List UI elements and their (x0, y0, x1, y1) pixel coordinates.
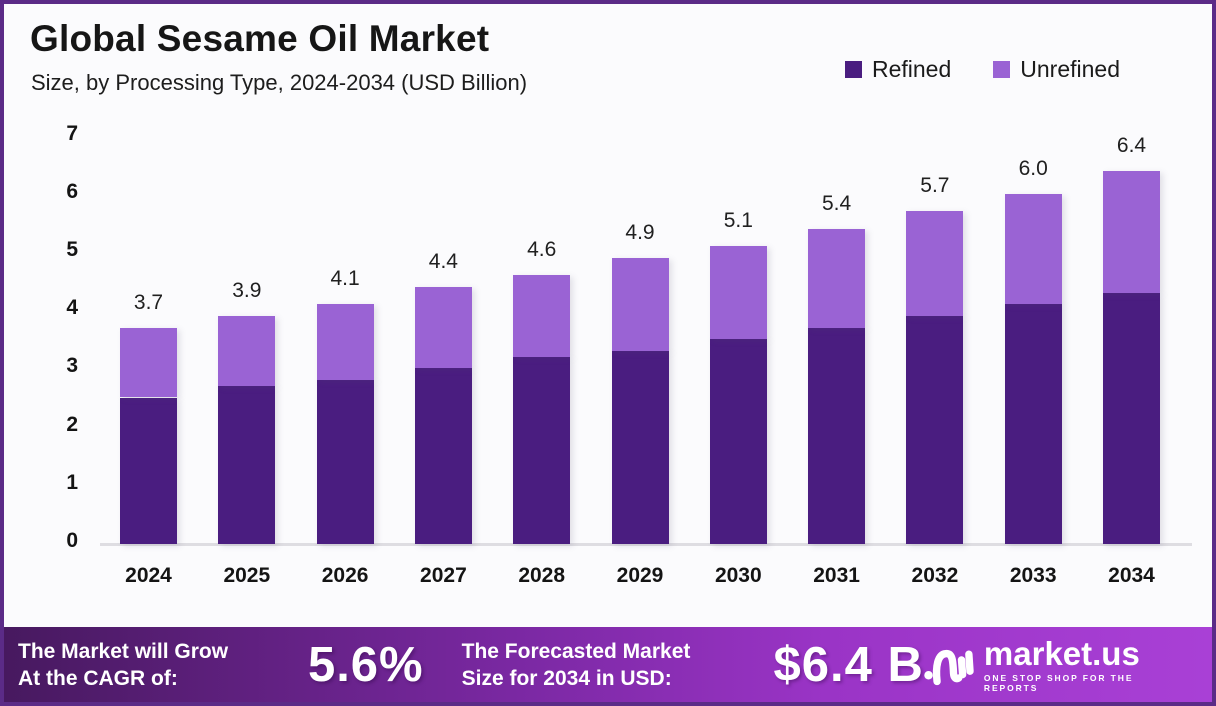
brand-name: market.us (983, 634, 1140, 672)
x-axis-tick-label-2033: 2033 (1009, 564, 1057, 587)
unrefined-swatch-icon (993, 61, 1011, 78)
bar-total-label-2032: 5.7 (920, 174, 950, 198)
bar-segment-unrefined-2033 (1004, 193, 1062, 305)
bar-total-label-2024: 3.7 (133, 290, 164, 314)
bar-segment-refined-2025 (218, 385, 276, 544)
y-axis-tick-label: 7 (66, 121, 78, 145)
bar-total-label-2028: 4.6 (527, 238, 557, 262)
page-title: Global Sesame Oil Market (30, 18, 490, 59)
x-axis-tick-label-2025: 2025 (223, 564, 271, 587)
bar-segment-refined-2029 (611, 350, 669, 544)
y-axis-tick-label: 4 (66, 296, 78, 320)
bar-segment-refined-2028 (513, 356, 571, 544)
bar-segment-unrefined-2025 (218, 316, 276, 386)
bar-segment-unrefined-2031 (808, 228, 866, 328)
x-axis-tick-label-2029: 2029 (616, 564, 664, 587)
bar-segment-refined-2033 (1004, 304, 1062, 544)
forecast-value: $6.4 B (773, 637, 924, 692)
refined-swatch-icon (844, 61, 862, 78)
legend-label-refined: Refined (871, 56, 952, 82)
bar-total-label-2026: 4.1 (330, 267, 360, 291)
bar-segment-refined-2027 (414, 368, 472, 544)
x-axis-tick-label-2030: 2030 (714, 564, 762, 587)
marketus-logo-icon (924, 649, 974, 685)
forecast-caption: The Forecasted Market Size for 2034 in U… (462, 638, 752, 692)
legend-item-unrefined: Unrefined (993, 56, 1120, 83)
bar-total-label-2034: 6.4 (1116, 133, 1147, 157)
legend-label-unrefined: Unrefined (1020, 56, 1120, 82)
y-axis-tick-label: 6 (66, 179, 78, 203)
x-axis-tick-label-2024: 2024 (125, 564, 172, 587)
bar-segment-unrefined-2027 (414, 286, 472, 369)
bar-segment-unrefined-2034 (1103, 170, 1160, 293)
x-axis-tick-label-2027: 2027 (420, 564, 467, 587)
bar-total-label-2031: 5.4 (821, 191, 852, 215)
bar-segment-refined-2026 (316, 380, 374, 544)
bar-total-label-2027: 4.4 (428, 249, 458, 273)
cagr-caption: The Market will Grow At the CAGR of: (18, 638, 290, 692)
bar-segment-refined-2031 (808, 327, 866, 544)
bar-segment-unrefined-2032 (906, 211, 964, 316)
x-axis-tick-label-2032: 2032 (911, 564, 959, 587)
bar-segment-refined-2034 (1103, 292, 1160, 544)
chart-legend: Refined Unrefined (844, 56, 1120, 83)
bar-total-label-2033: 6.0 (1018, 156, 1048, 180)
forecast-caption-line2: Size for 2034 in USD: (461, 666, 672, 690)
bar-segment-unrefined-2029 (611, 257, 669, 351)
y-axis-tick-label: 0 (66, 529, 78, 552)
bar-total-label-2030: 5.1 (723, 209, 753, 233)
bar-segment-unrefined-2030 (709, 246, 767, 340)
bar-segment-unrefined-2026 (316, 304, 374, 381)
cagr-caption-line1: The Market will Grow (18, 639, 229, 663)
x-axis-tick-label-2028: 2028 (518, 564, 566, 587)
x-axis-tick-label-2026: 2026 (321, 564, 369, 587)
cagr-caption-line2: At the CAGR of: (18, 666, 178, 690)
brand-text: market.us ONE STOP SHOP FOR THE REPORTS (984, 637, 1192, 693)
page-subtitle: Size, by Processing Type, 2024-2034 (USD… (31, 70, 528, 95)
bar-total-label-2029: 4.9 (625, 220, 655, 244)
y-axis-tick-label: 1 (66, 470, 78, 494)
bar-segment-refined-2030 (709, 339, 767, 544)
brand-logo: market.us ONE STOP SHOP FOR THE REPORTS (924, 637, 1192, 693)
y-axis-tick-label: 5 (66, 238, 78, 261)
footer-banner: The Market will Grow At the CAGR of: 5.6… (4, 627, 1212, 702)
cagr-value: 5.6% (307, 637, 424, 692)
x-axis-tick-label-2034: 2034 (1108, 564, 1155, 587)
bar-segment-refined-2024 (120, 397, 177, 544)
bar-segment-refined-2032 (906, 316, 964, 544)
bar-total-label-2025: 3.9 (232, 279, 262, 303)
y-axis-tick-label: 2 (66, 412, 78, 436)
plot-area: 0 1 2 3 4 5 6 7 3.7 2024 3.9 2025 4.1 2026 4.4 2027 4.6 2… (4, 4, 1212, 702)
brand-tagline: ONE STOP SHOP FOR THE REPORTS (983, 672, 1134, 693)
legend-item-refined: Refined (844, 56, 952, 83)
forecast-caption-line1: The Forecasted Market (461, 639, 691, 663)
bar-segment-unrefined-2028 (513, 275, 571, 357)
y-axis-tick-label: 3 (66, 354, 78, 378)
x-axis-tick-label-2031: 2031 (813, 564, 860, 587)
bar-segment-unrefined-2024 (120, 327, 177, 398)
x-axis-baseline (100, 543, 1192, 546)
